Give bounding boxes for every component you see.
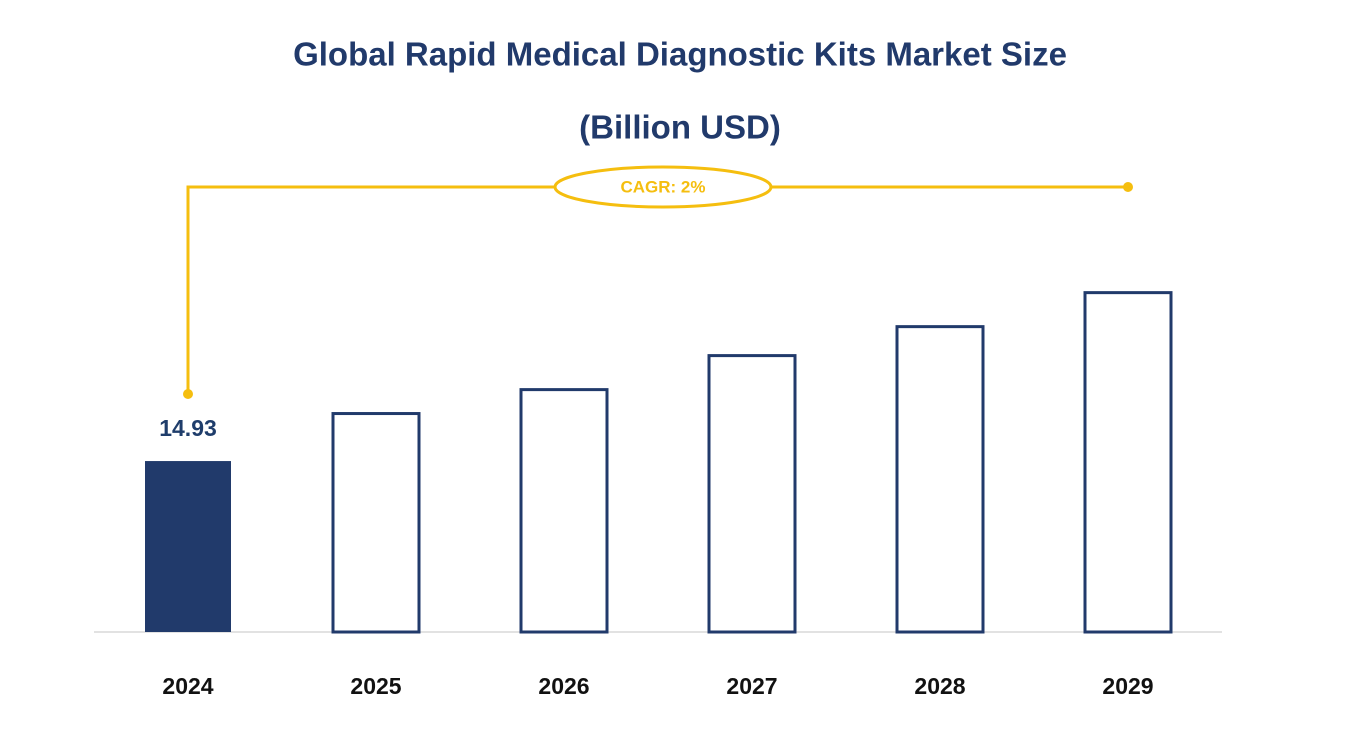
bar xyxy=(331,412,421,634)
cagr-dot xyxy=(183,389,193,399)
bar xyxy=(1083,291,1173,634)
cagr-badge xyxy=(553,165,773,209)
bar xyxy=(707,354,797,634)
x-tick-label: 2024 xyxy=(162,673,213,699)
cagr-label: CAGR: 2% xyxy=(620,177,705,196)
bar xyxy=(895,325,985,634)
chart-title: Global Rapid Medical Diagnostic Kits Mar… xyxy=(293,36,1067,73)
x-tick-label: 2025 xyxy=(350,673,401,699)
cagr-dot xyxy=(1123,182,1133,192)
value-label: 14.93 xyxy=(159,415,217,441)
bar xyxy=(519,388,609,634)
x-tick-label: 2029 xyxy=(1102,673,1153,699)
x-tick-label: 2028 xyxy=(914,673,965,699)
cagr-line xyxy=(186,185,1128,394)
x-tick-label: 2026 xyxy=(538,673,589,699)
bar xyxy=(145,461,231,632)
x-tick-label: 2027 xyxy=(726,673,777,699)
chart-title: (Billion USD) xyxy=(579,109,781,146)
